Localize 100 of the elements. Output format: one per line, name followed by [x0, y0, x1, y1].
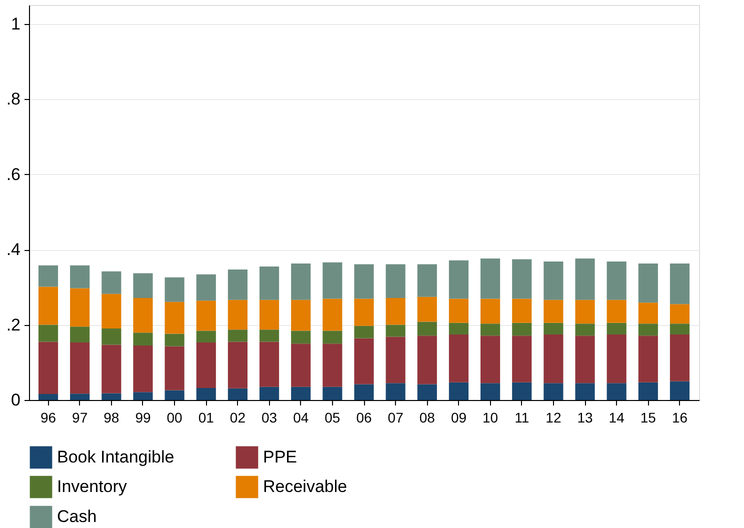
bar — [259, 342, 280, 387]
bar — [322, 386, 342, 400]
legend-label: Receivable — [263, 477, 348, 496]
x-tick-label: 10 — [482, 410, 498, 426]
x-tick-label: 11 — [514, 410, 530, 426]
bar — [606, 383, 626, 400]
bar — [575, 336, 595, 384]
bar — [322, 330, 342, 344]
bar — [70, 265, 90, 288]
x-tick-label: 09 — [450, 410, 467, 426]
bar — [291, 300, 311, 331]
bar — [670, 304, 690, 324]
bar — [164, 277, 184, 302]
bar — [259, 266, 280, 300]
y-tick-label: .4 — [6, 240, 20, 260]
x-tick-label: 02 — [230, 410, 246, 426]
bar — [544, 383, 564, 400]
bar — [512, 336, 532, 382]
x-tick-label: 13 — [577, 410, 594, 426]
bar — [480, 383, 500, 400]
bar — [544, 262, 564, 300]
x-tick-label: 07 — [388, 410, 404, 426]
bar — [670, 334, 690, 382]
bar — [512, 382, 532, 400]
bar — [606, 262, 626, 300]
bar — [354, 298, 374, 326]
bar — [133, 273, 153, 298]
bar — [480, 298, 500, 324]
bar — [480, 336, 500, 384]
bar — [448, 298, 469, 323]
bar — [228, 300, 248, 330]
bar — [133, 345, 153, 392]
legend-label: Cash — [57, 507, 97, 526]
bar — [38, 286, 58, 325]
bar — [575, 300, 595, 324]
bar — [606, 300, 626, 323]
bar — [291, 263, 311, 300]
bar — [164, 390, 184, 400]
bar — [70, 342, 90, 394]
bar — [164, 302, 184, 334]
bar — [102, 294, 122, 329]
bar — [322, 298, 342, 331]
bar — [512, 298, 532, 323]
x-tick-label: 14 — [608, 410, 625, 426]
bar — [670, 263, 690, 304]
bar — [670, 381, 690, 400]
bar — [228, 342, 248, 388]
bar — [354, 264, 374, 299]
x-tick-label: 06 — [356, 410, 372, 426]
x-tick-label: 12 — [546, 410, 562, 426]
bar — [417, 384, 437, 400]
bar — [102, 328, 122, 345]
bar — [354, 338, 374, 384]
x-tick-label: 98 — [104, 410, 120, 426]
x-tick-label: 99 — [135, 410, 151, 426]
x-tick-label: 00 — [166, 410, 183, 426]
x-tick-label: 05 — [324, 410, 340, 426]
y-tick-label: .6 — [6, 164, 20, 184]
bar — [291, 386, 311, 400]
bar — [417, 296, 437, 322]
bar — [512, 322, 532, 336]
bar — [575, 258, 595, 300]
bar — [228, 269, 248, 300]
bar — [480, 324, 500, 336]
bar — [544, 322, 564, 335]
x-tick-label: 01 — [198, 410, 214, 426]
bar — [448, 322, 469, 335]
bar — [354, 326, 374, 338]
bar — [638, 382, 658, 400]
y-tick-label: 1 — [11, 14, 20, 34]
bar — [638, 336, 658, 382]
bar — [228, 330, 248, 342]
bar — [544, 300, 564, 323]
y-tick-label: 0 — [11, 390, 20, 410]
bar — [228, 388, 248, 400]
bar — [480, 258, 500, 299]
bar — [38, 265, 58, 287]
bar — [606, 334, 626, 384]
bar — [448, 334, 469, 382]
bar — [575, 383, 595, 400]
bar — [670, 324, 690, 335]
bar — [259, 300, 280, 330]
legend-label: Book Intangible — [57, 447, 174, 466]
bar — [133, 332, 153, 346]
bar — [544, 334, 564, 384]
legend-label: PPE — [263, 447, 298, 466]
x-tick-label: 03 — [261, 410, 278, 426]
bar — [638, 302, 658, 324]
bar — [196, 342, 216, 388]
bar — [196, 274, 216, 301]
bar — [291, 330, 311, 344]
bar — [133, 392, 153, 400]
bar — [196, 330, 216, 342]
x-tick-label: 15 — [640, 410, 656, 426]
bar — [386, 324, 406, 337]
bar — [322, 262, 342, 299]
bar — [38, 342, 58, 394]
bar — [354, 384, 374, 400]
bar — [417, 264, 437, 297]
bar — [259, 330, 280, 342]
